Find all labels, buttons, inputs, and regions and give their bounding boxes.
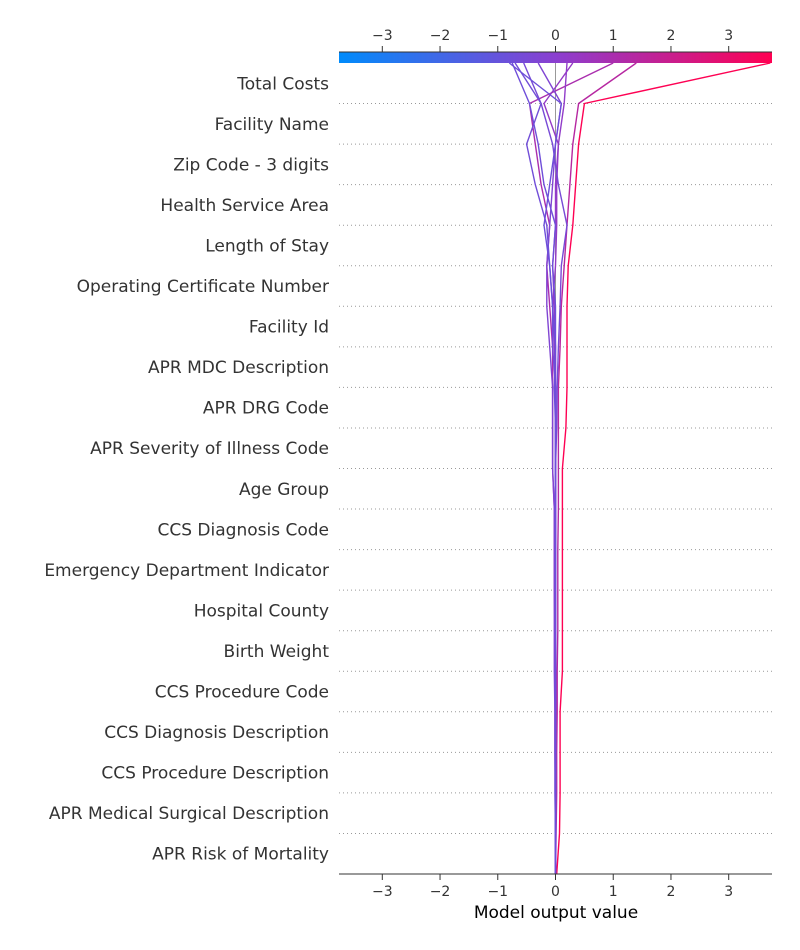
feature-label: Facility Id: [249, 318, 329, 338]
feature-label: Length of Stay: [205, 236, 329, 256]
feature-label: Operating Certificate Number: [77, 277, 329, 297]
feature-label: APR MDC Description: [148, 358, 329, 378]
feature-label: Zip Code - 3 digits: [173, 155, 329, 175]
feature-label: APR Severity of Illness Code: [90, 439, 329, 459]
top-tick-label: 3: [724, 28, 733, 44]
feature-label: CCS Procedure Description: [101, 764, 329, 784]
bottom-tick-label: −1: [487, 884, 508, 900]
decision-line-9: [508, 62, 562, 874]
x-axis-title: Model output value: [474, 903, 638, 923]
feature-label: Health Service Area: [160, 196, 329, 216]
colorbar: [339, 52, 772, 63]
bottom-tick-label: 2: [667, 884, 676, 900]
top-tick-label: 1: [609, 28, 618, 44]
feature-label: Emergency Department Indicator: [44, 561, 329, 581]
decision-line-0: [556, 62, 771, 875]
top-tick-label: 0: [551, 28, 560, 44]
feature-label: CCS Procedure Code: [155, 683, 329, 703]
bottom-tick-label: −2: [430, 884, 451, 900]
feature-label: Total Costs: [236, 74, 329, 94]
axes: −3 −3 −2 −2 −1 −1 0 0 1 1 2 2 3 3: [339, 28, 772, 900]
feature-label: APR Risk of Mortality: [152, 845, 329, 865]
top-tick-label: 2: [667, 28, 676, 44]
feature-label: Birth Weight: [224, 642, 330, 662]
feature-label: CCS Diagnosis Code: [158, 520, 330, 540]
decision-lines: [508, 62, 771, 875]
feature-labels: Total Costs Facility Name Zip Code - 3 dig…: [44, 74, 329, 864]
feature-label: APR Medical Surgical Description: [49, 804, 329, 824]
feature-label: CCS Diagnosis Description: [104, 723, 329, 743]
feature-label: Hospital County: [194, 601, 329, 621]
top-tick-label: −3: [372, 28, 393, 44]
feature-label: APR DRG Code: [203, 399, 329, 419]
bottom-tick-label: 3: [724, 884, 733, 900]
bottom-tick-label: 1: [609, 884, 618, 900]
top-tick-label: −2: [430, 28, 451, 44]
top-tick-label: −1: [487, 28, 508, 44]
feature-label: Age Group: [239, 480, 329, 500]
feature-label: Facility Name: [215, 115, 329, 135]
bottom-tick-label: 0: [551, 884, 560, 900]
bottom-tick-label: −3: [372, 884, 393, 900]
decision-line-1: [554, 62, 637, 875]
